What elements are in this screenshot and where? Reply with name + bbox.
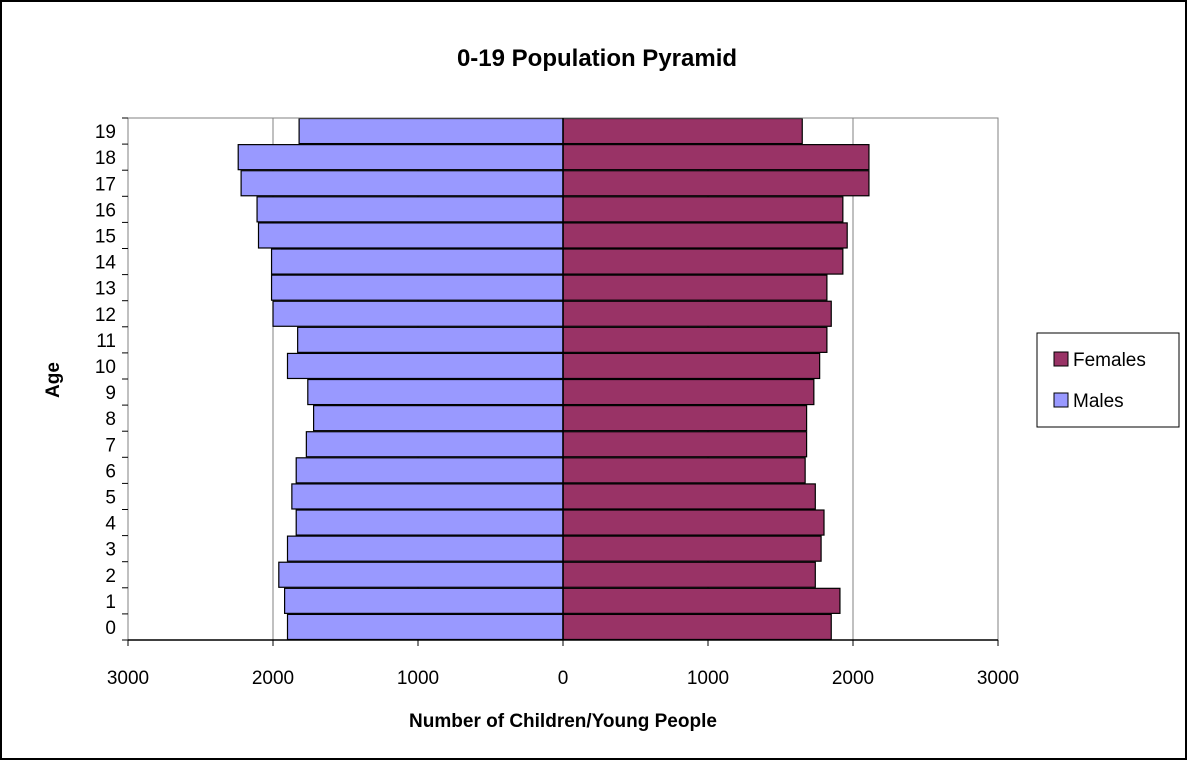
bar-males-age-6 (295, 457, 564, 484)
bar-females-age-15 (562, 222, 848, 249)
x-tick-label-6: 3000 (977, 668, 1019, 689)
bar-males-age-15 (257, 222, 564, 249)
bar-males-age-9 (307, 378, 564, 406)
x-axis-title: Number of Children/Young People (409, 711, 717, 732)
y-tick-label-1: 1 (105, 592, 116, 613)
y-tick-label-12: 12 (95, 305, 116, 326)
y-axis-title: Age (43, 362, 64, 398)
bar-females-age-5 (562, 483, 816, 510)
bar-males-age-14 (270, 248, 564, 275)
bar-males-age-1 (284, 587, 564, 614)
y-tick-label-11: 11 (96, 331, 116, 352)
bar-females-age-4 (562, 509, 825, 536)
bar-females-age-13 (562, 274, 828, 301)
bar-males-age-13 (270, 274, 564, 301)
bar-males-age-3 (286, 535, 564, 562)
legend-swatch-females (1053, 351, 1069, 367)
bar-females-age-3 (562, 535, 822, 562)
bar-females-age-6 (562, 457, 806, 484)
y-tick-label-15: 15 (95, 226, 116, 247)
y-tick-label-8: 8 (105, 409, 116, 430)
bar-males-age-17 (240, 170, 564, 197)
y-tick-label-19: 19 (95, 122, 116, 143)
y-tick-label-10: 10 (95, 357, 116, 378)
x-tick-label-4: 1000 (687, 668, 729, 689)
y-tick-label-3: 3 (105, 540, 116, 561)
bar-males-age-18 (237, 144, 564, 171)
legend-box (1036, 332, 1180, 428)
x-tick-labels: 3000 2000 1000 0 1000 2000 3000 (107, 668, 1019, 689)
bar-females-age-7 (562, 431, 808, 458)
x-tick-label-5: 2000 (832, 668, 874, 689)
bar-females-age-0 (562, 613, 832, 641)
chart-title: 0-19 Population Pyramid (457, 45, 737, 72)
y-tick-label-9: 9 (105, 383, 116, 404)
y-tick-label-2: 2 (105, 566, 116, 587)
axes (122, 117, 999, 646)
bar-females-age-2 (562, 561, 816, 588)
y-tick-label-4: 4 (105, 514, 116, 535)
x-tick-label-2: 1000 (397, 668, 439, 689)
bar-females-age-18 (562, 144, 870, 171)
bar-females-age-8 (562, 405, 808, 432)
x-tick-label-1: 2000 (252, 668, 294, 689)
legend: Females Males (1036, 332, 1180, 428)
y-tick-label-0: 0 (105, 618, 116, 639)
bar-males-age-11 (297, 326, 564, 353)
bar-females-age-19 (562, 117, 803, 145)
bars (237, 117, 870, 641)
bar-males-age-4 (295, 509, 564, 536)
bar-females-age-10 (562, 352, 821, 380)
bar-males-age-0 (286, 613, 564, 641)
y-tick-label-13: 13 (95, 279, 116, 300)
bar-males-age-16 (256, 196, 564, 223)
bar-males-age-5 (291, 483, 564, 510)
bar-females-age-14 (562, 248, 844, 275)
bar-males-age-2 (278, 561, 564, 588)
y-tick-label-6: 6 (105, 461, 116, 482)
bar-males-age-7 (305, 431, 564, 458)
bar-females-age-12 (562, 300, 832, 327)
bar-males-age-12 (272, 300, 564, 327)
bar-females-age-16 (562, 196, 844, 223)
y-tick-label-14: 14 (95, 253, 117, 274)
bar-males-age-19 (298, 117, 564, 145)
legend-swatch-males (1053, 392, 1069, 408)
y-tick-label-5: 5 (105, 487, 116, 508)
bar-females-age-17 (562, 170, 870, 197)
x-tick-label-0: 3000 (107, 668, 149, 689)
y-tick-label-16: 16 (95, 200, 116, 221)
bar-females-age-9 (562, 378, 815, 406)
y-tick-label-7: 7 (105, 435, 116, 456)
legend-label-males: Males (1073, 391, 1124, 412)
bar-males-age-10 (286, 352, 564, 380)
bar-females-age-1 (562, 587, 841, 614)
y-tick-label-18: 18 (95, 148, 116, 169)
bar-females-age-11 (562, 326, 828, 353)
y-tick-label-17: 17 (95, 174, 116, 195)
legend-label-females: Females (1073, 350, 1146, 371)
bar-males-age-8 (313, 405, 564, 432)
x-tick-label-3: 0 (558, 668, 569, 689)
